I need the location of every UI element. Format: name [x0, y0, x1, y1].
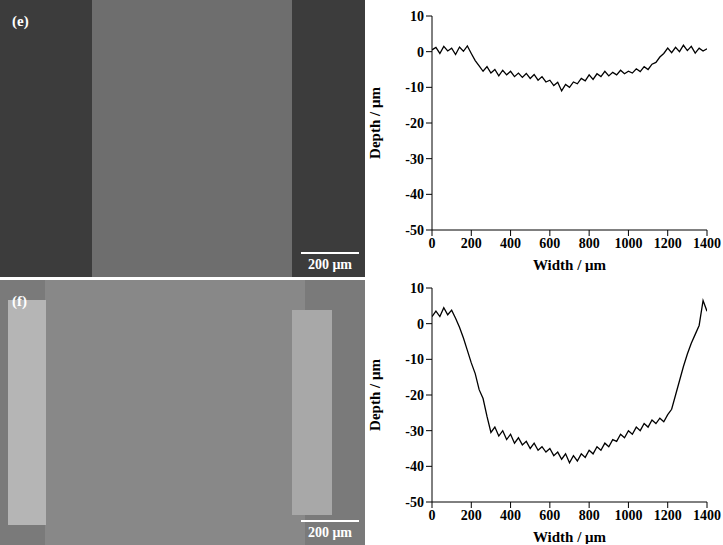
- svg-text:800: 800: [579, 508, 600, 523]
- svg-text:Depth / μm: Depth / μm: [367, 359, 383, 431]
- svg-text:1200: 1200: [654, 236, 682, 251]
- svg-text:1000: 1000: [614, 236, 642, 251]
- svg-text:800: 800: [579, 236, 600, 251]
- svg-text:-30: -30: [405, 424, 424, 439]
- svg-text:200: 200: [461, 236, 482, 251]
- svg-text:Width / μm: Width / μm: [533, 529, 607, 544]
- svg-text:10: 10: [410, 9, 424, 24]
- svg-text:-50: -50: [405, 495, 424, 510]
- svg-text:200: 200: [461, 508, 482, 523]
- svg-text:-40: -40: [405, 187, 424, 202]
- svg-text:Depth / μm: Depth / μm: [367, 87, 383, 159]
- svg-text:-20: -20: [405, 388, 424, 403]
- svg-text:-50: -50: [405, 223, 424, 238]
- svg-text:1200: 1200: [654, 508, 682, 523]
- svg-text:-40: -40: [405, 459, 424, 474]
- svg-text:0: 0: [429, 236, 436, 251]
- svg-text:Width / μm: Width / μm: [533, 257, 607, 272]
- svg-text:10: 10: [410, 281, 424, 296]
- svg-text:600: 600: [539, 508, 560, 523]
- svg-text:-20: -20: [405, 116, 424, 131]
- svg-text:-10: -10: [405, 80, 424, 95]
- svg-text:(f): (f): [12, 293, 27, 310]
- svg-text:400: 400: [500, 508, 521, 523]
- svg-text:-30: -30: [405, 152, 424, 167]
- svg-text:200 μm: 200 μm: [308, 525, 352, 540]
- svg-text:(e): (e): [12, 13, 29, 30]
- svg-text:400: 400: [500, 236, 521, 251]
- svg-text:0: 0: [417, 317, 424, 332]
- svg-text:0: 0: [417, 45, 424, 60]
- svg-text:1400: 1400: [693, 236, 721, 251]
- svg-text:600: 600: [539, 236, 560, 251]
- svg-text:200 μm: 200 μm: [308, 257, 352, 272]
- svg-text:1000: 1000: [614, 508, 642, 523]
- svg-text:0: 0: [429, 508, 436, 523]
- svg-text:-10: -10: [405, 352, 424, 367]
- svg-text:1400: 1400: [693, 508, 721, 523]
